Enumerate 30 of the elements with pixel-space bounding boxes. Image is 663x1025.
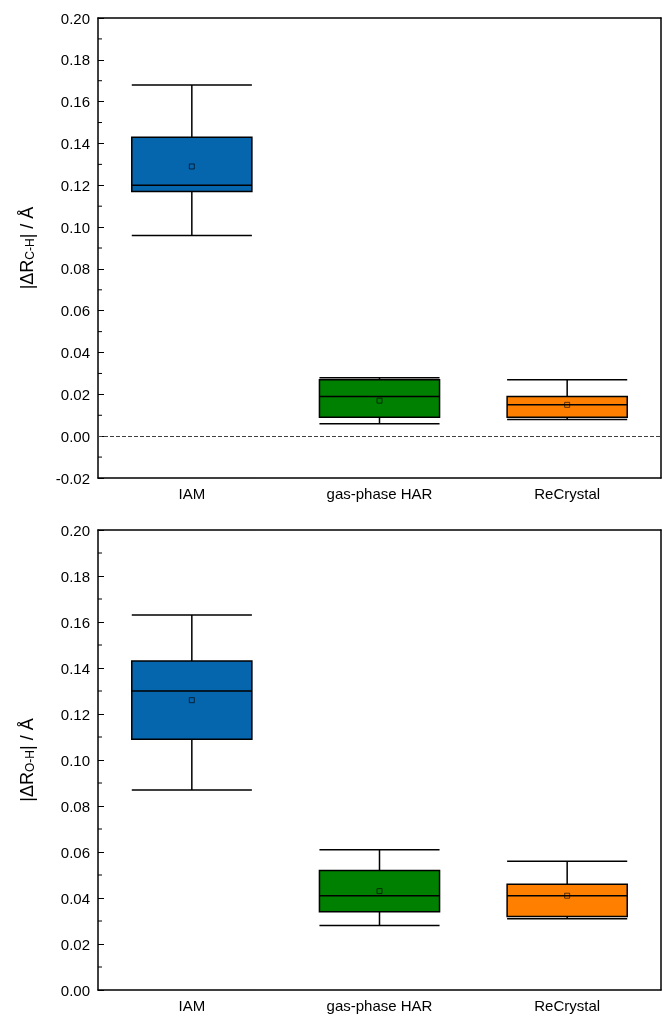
y-tick-label: 0.14 bbox=[60, 659, 90, 677]
y-tick-label: 0.04 bbox=[60, 344, 90, 362]
y-tick-label: 0.12 bbox=[60, 176, 90, 194]
y-tick-label: 0.00 bbox=[60, 981, 90, 999]
y-tick-label: 0.16 bbox=[60, 613, 90, 631]
y-tick-label: 0.10 bbox=[60, 751, 90, 769]
y-tick-label: 0.12 bbox=[60, 705, 90, 723]
y-tick-label: 0.02 bbox=[60, 935, 90, 953]
y-tick-label: 0.16 bbox=[60, 93, 90, 111]
x-tick-label: gas-phase HAR bbox=[326, 997, 433, 1014]
y-tick-label: 0.18 bbox=[60, 567, 90, 585]
y-tick-label: 0.10 bbox=[60, 218, 90, 236]
y-tick-label: 0.04 bbox=[60, 889, 90, 907]
x-tick-label: IAM bbox=[178, 997, 206, 1014]
x-tick-label: ReCrystal bbox=[534, 997, 601, 1014]
x-tick-label: gas-phase HAR bbox=[326, 485, 433, 502]
y-tick-label: 0.08 bbox=[60, 260, 90, 278]
y-tick-label: 0.18 bbox=[60, 51, 90, 69]
x-tick-label: ReCrystal bbox=[534, 485, 601, 502]
y-tick-label: 0.06 bbox=[60, 843, 90, 861]
y-tick-label: 0.00 bbox=[60, 427, 90, 445]
y-tick-label: 0.08 bbox=[60, 797, 90, 815]
y-tick-label: 0.20 bbox=[60, 521, 90, 539]
x-tick-label: IAM bbox=[178, 485, 206, 502]
y-axis-title: |ΔRO-H| / Å bbox=[17, 718, 37, 802]
y-tick-label: 0.20 bbox=[60, 9, 90, 27]
y-tick-label: -0.02 bbox=[55, 469, 90, 487]
y-tick-label: 0.02 bbox=[60, 385, 90, 403]
y-tick-label: 0.14 bbox=[60, 134, 90, 152]
y-tick-label: 0.06 bbox=[60, 302, 90, 320]
